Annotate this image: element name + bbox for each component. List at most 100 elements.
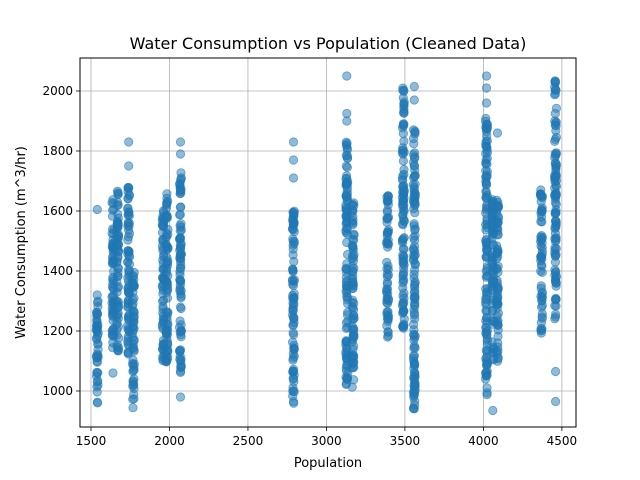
data-point bbox=[129, 345, 139, 355]
data-point bbox=[492, 248, 502, 258]
data-point bbox=[493, 308, 503, 318]
data-point bbox=[342, 150, 352, 160]
data-point bbox=[409, 81, 419, 92]
data-point bbox=[176, 320, 186, 330]
data-point bbox=[342, 138, 352, 148]
data-point bbox=[550, 183, 560, 193]
data-point bbox=[383, 235, 393, 245]
data-point bbox=[175, 367, 186, 377]
data-point bbox=[492, 241, 502, 251]
data-point bbox=[410, 126, 420, 136]
data-point bbox=[492, 128, 503, 138]
data-point bbox=[113, 282, 124, 292]
data-point bbox=[349, 332, 359, 342]
data-point bbox=[550, 396, 561, 407]
data-point bbox=[288, 137, 299, 147]
data-point bbox=[409, 139, 419, 149]
data-point bbox=[288, 266, 298, 277]
data-point bbox=[550, 270, 560, 280]
data-point bbox=[123, 246, 133, 256]
data-point bbox=[410, 314, 420, 324]
data-point bbox=[287, 310, 298, 320]
data-point bbox=[162, 244, 172, 254]
data-point bbox=[408, 403, 419, 413]
data-point bbox=[399, 169, 409, 179]
data-point bbox=[550, 159, 560, 169]
data-point bbox=[175, 302, 186, 312]
data-point bbox=[176, 332, 186, 342]
data-point bbox=[410, 260, 420, 270]
data-point bbox=[124, 161, 134, 171]
data-point bbox=[409, 95, 419, 105]
x-tick-label: 2500 bbox=[233, 434, 264, 448]
data-point bbox=[128, 403, 138, 413]
y-axis-ticks: 1000 1200 1400 1600 1800 2000 bbox=[42, 84, 80, 398]
data-point bbox=[482, 159, 492, 169]
data-point bbox=[493, 331, 503, 341]
data-point bbox=[382, 214, 392, 224]
data-point bbox=[399, 136, 409, 146]
data-point bbox=[92, 377, 102, 387]
data-point bbox=[92, 398, 103, 408]
data-point bbox=[289, 398, 299, 408]
data-point bbox=[398, 254, 408, 264]
data-point bbox=[129, 271, 139, 281]
data-point bbox=[112, 330, 122, 340]
data-point bbox=[162, 189, 172, 199]
data-point bbox=[113, 197, 123, 207]
y-tick-label: 1800 bbox=[42, 144, 73, 158]
data-point bbox=[341, 161, 351, 171]
data-point bbox=[289, 340, 299, 350]
data-point bbox=[536, 328, 547, 338]
data-point bbox=[113, 209, 123, 219]
data-point bbox=[410, 331, 420, 341]
data-point bbox=[108, 368, 118, 378]
data-point bbox=[493, 293, 503, 303]
data-point bbox=[289, 276, 299, 286]
data-point bbox=[163, 346, 173, 356]
data-point bbox=[481, 180, 491, 190]
data-point bbox=[398, 234, 408, 244]
grid-lines bbox=[80, 58, 576, 427]
data-point bbox=[409, 235, 420, 246]
data-point bbox=[128, 298, 138, 309]
data-point bbox=[551, 278, 561, 288]
data-point bbox=[288, 155, 299, 165]
data-point bbox=[551, 235, 561, 245]
y-tick-label: 1000 bbox=[42, 384, 73, 398]
data-point bbox=[409, 245, 419, 255]
data-point bbox=[123, 257, 133, 267]
data-point bbox=[112, 186, 123, 196]
data-point bbox=[124, 228, 135, 239]
chart-title: Water Consumption vs Population (Cleaned… bbox=[130, 34, 527, 53]
data-point bbox=[398, 156, 408, 166]
data-point bbox=[481, 360, 492, 370]
x-tick-label: 3500 bbox=[390, 434, 421, 448]
data-point bbox=[175, 354, 185, 364]
data-point bbox=[550, 120, 560, 130]
data-point bbox=[492, 284, 503, 295]
data-point bbox=[112, 242, 122, 253]
data-point bbox=[410, 199, 420, 209]
data-point bbox=[93, 368, 103, 378]
data-points bbox=[91, 71, 562, 416]
data-point bbox=[482, 148, 492, 158]
data-point bbox=[347, 382, 357, 392]
data-point bbox=[288, 234, 298, 244]
data-point bbox=[288, 328, 298, 338]
data-point bbox=[536, 216, 546, 227]
data-point bbox=[550, 85, 561, 95]
data-point bbox=[289, 387, 299, 397]
data-point bbox=[399, 99, 409, 109]
data-point bbox=[175, 149, 186, 159]
data-point bbox=[383, 196, 393, 206]
data-point bbox=[92, 297, 103, 308]
data-point bbox=[398, 299, 408, 310]
data-point bbox=[92, 204, 102, 215]
data-point bbox=[399, 185, 409, 195]
data-point bbox=[289, 219, 299, 229]
data-point bbox=[128, 332, 138, 342]
data-point bbox=[536, 185, 546, 195]
x-axis-label: Population bbox=[294, 456, 362, 471]
data-point bbox=[399, 288, 409, 298]
